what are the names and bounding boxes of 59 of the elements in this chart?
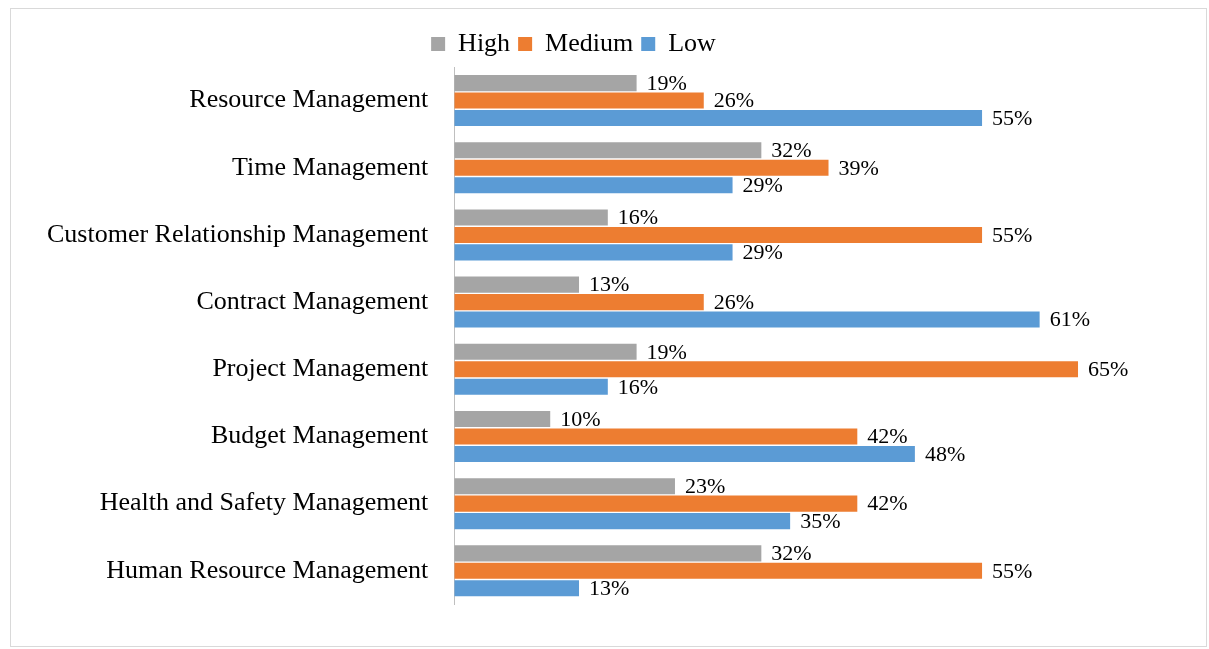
- bar: [454, 75, 637, 92]
- data-label: 23%: [684, 472, 726, 498]
- data-label: 39%: [838, 154, 879, 180]
- bar: [454, 495, 858, 512]
- bar: [454, 244, 733, 261]
- data-label: 26%: [713, 87, 755, 113]
- bar: [454, 311, 1040, 328]
- bar: [454, 209, 608, 226]
- bar: [454, 92, 704, 109]
- y-tick-label: Health and Safety Management: [99, 487, 430, 517]
- data-label: 32%: [771, 540, 812, 566]
- bar: [454, 361, 1079, 378]
- y-tick-label: Resource Management: [189, 84, 430, 114]
- bar: [454, 410, 551, 428]
- data-label: 35%: [800, 507, 841, 533]
- bar: [454, 378, 608, 395]
- data-label: 65%: [1088, 356, 1129, 382]
- bar: [454, 276, 580, 293]
- bar: [454, 580, 580, 597]
- legend-label: Medium: [545, 27, 634, 57]
- data-label: 61%: [1049, 306, 1090, 332]
- data-label: 19%: [646, 338, 687, 364]
- data-label: 29%: [742, 239, 783, 265]
- data-label: 42%: [867, 423, 908, 449]
- data-label: 55%: [992, 557, 1033, 583]
- data-label: 16%: [617, 204, 659, 230]
- y-tick-label: Human Resource Management: [106, 554, 430, 584]
- bar: [454, 562, 983, 579]
- bar: [454, 513, 791, 530]
- bar: [454, 343, 637, 360]
- bar: [454, 142, 762, 159]
- bar: [454, 545, 762, 562]
- legend-label: Low: [668, 27, 717, 57]
- data-label: 42%: [867, 490, 908, 516]
- legend-label: High: [458, 27, 511, 57]
- data-label: 48%: [924, 440, 966, 466]
- bar: [454, 294, 704, 311]
- y-tick-label: Contract Management: [196, 285, 430, 315]
- bar: [454, 445, 915, 462]
- y-tick-label: Budget Management: [210, 420, 430, 450]
- data-label: 10%: [560, 405, 601, 431]
- data-label: 13%: [589, 575, 630, 601]
- bar: [454, 226, 983, 243]
- bar: [454, 177, 733, 194]
- data-label: 16%: [617, 373, 659, 399]
- y-tick-label: Customer Relationship Management: [47, 218, 430, 248]
- bar: [454, 478, 675, 495]
- data-label: 32%: [771, 137, 812, 163]
- data-label: 55%: [992, 221, 1033, 247]
- data-label: 26%: [713, 288, 755, 314]
- bar: [454, 159, 829, 176]
- data-label: 13%: [589, 271, 630, 297]
- bar: [454, 110, 983, 127]
- bar: [454, 428, 858, 445]
- y-tick-label: Project Management: [212, 353, 430, 383]
- data-label: 55%: [992, 104, 1033, 130]
- y-tick-label: Time Management: [232, 151, 430, 181]
- data-label: 29%: [742, 172, 783, 198]
- data-label: 19%: [646, 69, 687, 95]
